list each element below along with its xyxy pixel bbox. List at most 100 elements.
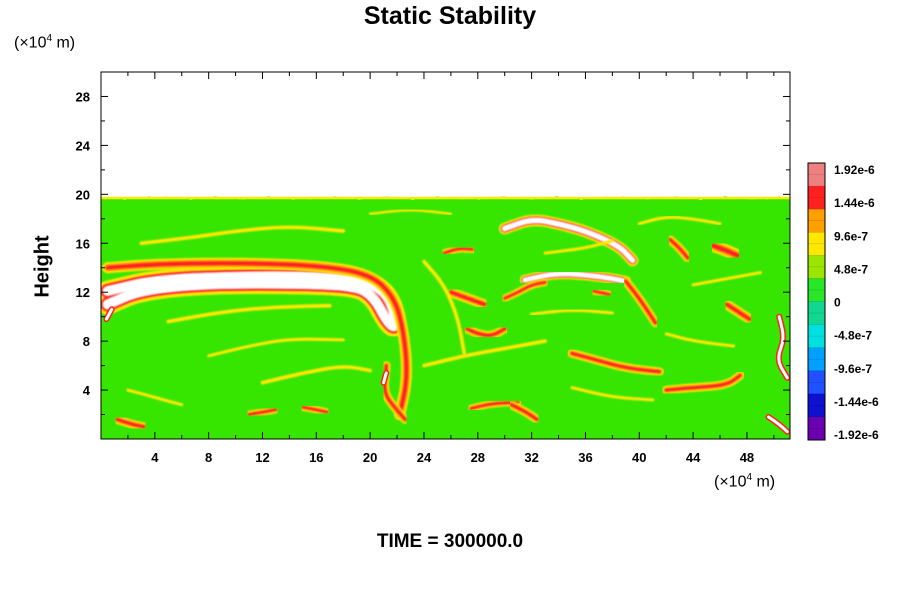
stability-feature-29 [422,259,467,356]
x-tick-label: 36 [578,450,592,465]
y-tick-label: 8 [83,334,90,349]
stability-feature-2 [102,257,412,421]
x-tick-label: 16 [309,450,323,465]
stability-feature-18 [245,405,280,419]
colorbar-swatch [808,336,825,348]
x-tick-label: 40 [632,450,646,465]
x-tick-label: 28 [471,450,485,465]
stability-feature-19 [299,403,331,416]
colorbar-swatch [808,416,825,429]
stability-feature-13 [707,239,744,262]
colorbar-swatch [808,163,825,175]
stability-feature-8 [462,324,509,340]
edge-blob-1 [775,313,790,381]
colorbar-swatch [808,347,825,360]
colorbar-label: 1.44e-6 [834,196,875,210]
colorbar-label: 9.6e-7 [834,229,868,243]
stability-feature-27 [422,339,547,368]
stability-feature-11 [661,371,745,395]
stability-feature-28 [530,308,614,316]
stable-region [101,196,790,439]
colorbar-swatch [808,313,825,325]
x-tick-label: 48 [740,450,754,465]
stability-feature-30 [570,386,655,402]
colorbar-label: -9.6e-7 [834,362,872,376]
stability-feature-15 [467,398,522,413]
colorbar-swatch [808,393,825,406]
stability-feature-7 [446,287,490,310]
x-tick-label: 32 [524,450,538,465]
stability-feature-23 [166,303,332,324]
stability-feature-33 [543,239,614,255]
chart-title: Static Stability [363,2,537,30]
colorbar-swatch [808,186,825,198]
stability-feature-26 [126,388,184,407]
stability-feature-16 [507,400,542,424]
colorbar-swatch [808,243,825,256]
colorbar-label: -1.92e-6 [834,428,879,442]
stability-feature-25 [260,365,372,385]
colorbar-swatch [808,266,825,279]
colorbar-swatch [808,301,825,314]
colorbar-swatch [808,232,825,245]
colorbar-swatch [808,359,825,372]
stability-feature-12 [721,299,755,324]
colorbar-swatch [808,405,825,418]
colorbar-swatch [808,278,825,291]
x-tick-label: 44 [686,450,701,465]
edge-blob-2 [765,414,790,435]
x-axis-unit: (×104 m) [714,472,776,491]
stability-feature-9 [501,278,549,302]
stability-feature-6 [621,276,660,328]
y-axis-unit: (×104 m) [14,33,76,52]
colorbar-swatch [808,428,825,441]
colorbar: 1.92e-6 1.44e-6 9.6e-7 4.8e-7 0 -4.8e-7 -9.6e-… [807,162,879,442]
stability-feature-10 [567,349,664,376]
y-tick-label: 20 [76,187,90,202]
stability-feature-31 [664,332,736,348]
x-tick-label: 12 [255,450,269,465]
edge-blob-4 [103,306,115,323]
colorbar-swatch [808,370,825,383]
stability-feature-20 [440,245,477,257]
colorbar-swatch [808,324,825,337]
y-tick-label: 16 [76,236,90,251]
colorbar-label: -1.44e-6 [834,395,879,409]
x-tick-label: 4 [151,450,159,465]
edge-blob-3 [380,369,390,386]
colorbar-swatch [808,209,825,222]
stability-feature-14 [665,235,692,263]
stability-field [101,196,790,439]
stability-feature-5 [519,268,632,287]
time-label: TIME = 300000.0 [376,531,524,552]
colorbar-swatch [808,255,825,268]
y-tick-label: 28 [76,89,90,104]
stability-feature-3 [380,361,410,424]
colorbar-label: 4.8e-7 [834,262,868,276]
stability-feature-1 [101,265,406,337]
colorbar-swatch [808,197,825,210]
y-axis-ticks: 4 8 12 16 20 24 28 [76,89,790,416]
y-tick-label: 24 [76,138,91,153]
x-tick-label: 24 [417,450,432,465]
stability-feature-34 [691,271,762,287]
colorbar-frame [807,162,826,441]
colorbar-swatch [808,289,825,302]
colorbar-label: -4.8e-7 [834,329,872,343]
stability-feature-32 [637,215,722,226]
stability-feature-22 [139,225,346,246]
stability-feature-21 [589,287,614,299]
colorbar-swatch [808,174,825,187]
stability-feature-24 [207,337,345,358]
colorbar-swatch [808,382,825,395]
y-tick-label: 12 [76,285,90,300]
y-tick-label: 4 [83,383,91,398]
x-axis-ticks: 4 8 12 16 20 24 28 32 36 40 44 48 [127,72,775,465]
colorbar-swatch [808,220,825,233]
plot-frame [100,71,791,440]
colorbar-label: 1.92e-6 [834,163,875,177]
x-tick-label: 20 [363,450,377,465]
x-tick-label: 8 [205,450,212,465]
stability-feature-17 [112,415,149,432]
